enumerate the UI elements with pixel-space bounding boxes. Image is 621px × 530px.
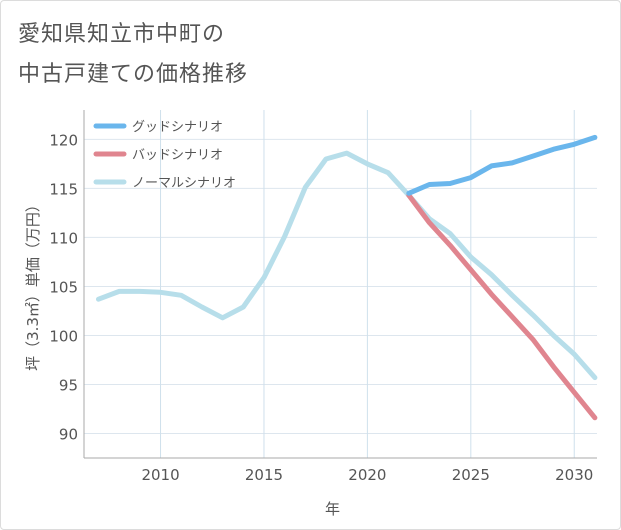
x-tick-label: 2010 bbox=[141, 466, 179, 484]
chart-title-line1: 愛知県知立市中町の bbox=[18, 22, 226, 47]
y-tick-label: 115 bbox=[49, 180, 78, 198]
x-tick-label: 2030 bbox=[555, 466, 593, 484]
axis-labels: 90 95 100 105 110 115 120 2010 2015 2020 2025 2030 年… bbox=[24, 131, 593, 518]
series-line-1 bbox=[406, 192, 598, 421]
x-tick-label: 2025 bbox=[452, 466, 490, 484]
y-tick-label: 100 bbox=[49, 327, 78, 345]
series-line-0 bbox=[406, 134, 598, 196]
y-axis-title: 坪（3.3㎡）単価（万円） bbox=[24, 197, 42, 371]
axes bbox=[83, 110, 597, 459]
x-axis-title: 年 bbox=[325, 500, 340, 518]
grid bbox=[84, 110, 597, 458]
x-tick-label: 2015 bbox=[245, 466, 283, 484]
legend-label: バッドシナリオ bbox=[132, 148, 223, 163]
y-tick-label: 110 bbox=[49, 229, 78, 247]
legend-label: ノーマルシナリオ bbox=[132, 176, 236, 191]
y-tick-label: 120 bbox=[49, 131, 78, 149]
y-tick-label: 105 bbox=[49, 278, 78, 296]
series-lines bbox=[96, 134, 598, 421]
x-tick-label: 2020 bbox=[348, 466, 386, 484]
chart-title-line2: 中古戸建ての価格推移 bbox=[18, 62, 249, 87]
legend-label: グッドシナリオ bbox=[132, 120, 223, 135]
y-tick-label: 95 bbox=[59, 376, 78, 394]
series-line-2 bbox=[96, 150, 598, 381]
y-tick-label: 90 bbox=[59, 425, 78, 443]
